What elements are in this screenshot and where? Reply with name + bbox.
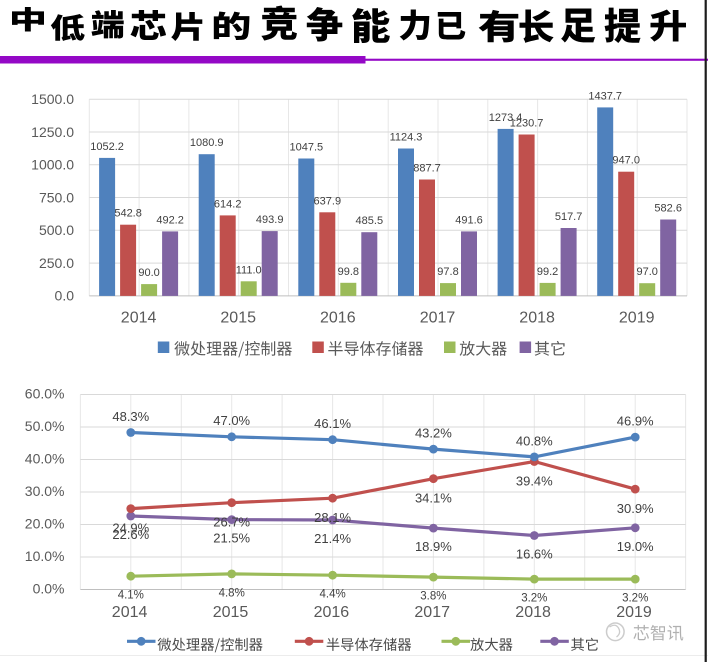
svg-text:485.5: 485.5 [356,215,384,227]
svg-text:10.0%: 10.0% [25,548,65,564]
svg-text:18.9%: 18.9% [415,539,452,554]
svg-text:3.8%: 3.8% [420,591,446,603]
svg-text:99.2: 99.2 [537,266,558,278]
svg-text:2016: 2016 [320,309,356,326]
svg-text:1080.9: 1080.9 [190,137,224,149]
svg-text:4.1%: 4.1% [118,590,144,602]
svg-text:50.0%: 50.0% [25,418,65,434]
svg-text:614.2: 614.2 [214,198,242,210]
svg-text:582.6: 582.6 [654,203,682,215]
svg-text:16.6%: 16.6% [516,547,553,562]
svg-text:99.8: 99.8 [338,266,359,278]
svg-text:492.2: 492.2 [156,214,184,226]
svg-text:0.0%: 0.0% [33,580,65,596]
svg-text:0.0: 0.0 [55,288,75,304]
svg-text:2019: 2019 [616,604,652,621]
svg-text:1500.0: 1500.0 [31,91,74,107]
svg-text:90.0: 90.0 [138,267,159,279]
svg-text:2015: 2015 [220,309,256,326]
svg-text:26.7%: 26.7% [213,515,250,530]
svg-text:1230.7: 1230.7 [510,118,544,130]
svg-text:46.1%: 46.1% [314,416,351,431]
svg-text:517.7: 517.7 [555,211,583,223]
svg-text:30.9%: 30.9% [617,501,654,516]
svg-text:1437.7: 1437.7 [588,90,622,102]
svg-text:2015: 2015 [213,604,249,621]
svg-text:40.0%: 40.0% [25,450,65,466]
svg-text:2017: 2017 [420,309,456,326]
svg-text:493.9: 493.9 [256,214,284,226]
svg-text:887.7: 887.7 [413,163,441,175]
svg-text:947.0: 947.0 [612,155,640,167]
svg-text:30.0%: 30.0% [25,483,65,499]
svg-text:1052.2: 1052.2 [90,141,124,153]
svg-text:3.2%: 3.2% [622,593,648,605]
svg-text:500.0: 500.0 [39,222,74,238]
svg-text:250.0: 250.0 [39,255,74,271]
svg-text:2017: 2017 [414,604,450,621]
svg-text:2018: 2018 [515,604,551,621]
svg-text:39.4%: 39.4% [516,474,553,489]
svg-text:20.0%: 20.0% [25,515,65,531]
svg-text:2019: 2019 [619,309,655,326]
svg-text:2016: 2016 [314,604,350,621]
svg-text:24.9%: 24.9% [112,521,149,536]
svg-text:4.8%: 4.8% [219,587,245,599]
svg-text:542.8: 542.8 [114,208,142,220]
svg-text:22.6%: 22.6% [112,527,149,542]
svg-text:2018: 2018 [519,309,555,326]
svg-text:97.8: 97.8 [437,266,458,278]
svg-text:637.9: 637.9 [314,195,342,207]
svg-text:750.0: 750.0 [39,189,74,205]
svg-text:21.4%: 21.4% [314,531,351,546]
svg-text:43.2%: 43.2% [415,426,452,441]
svg-text:2014: 2014 [121,309,157,326]
svg-text:28.1%: 28.1% [314,510,351,525]
svg-text:3.2%: 3.2% [521,593,547,605]
svg-text:491.6: 491.6 [455,214,483,226]
svg-text:97.0: 97.0 [636,266,657,278]
svg-text:19.0%: 19.0% [617,539,654,554]
svg-text:48.3%: 48.3% [112,409,149,424]
svg-text:40.8%: 40.8% [516,433,553,448]
svg-text:111.0: 111.0 [236,264,262,276]
svg-text:34.1%: 34.1% [415,491,452,506]
svg-text:47.0%: 47.0% [213,413,250,428]
svg-text:1250.0: 1250.0 [31,124,74,140]
svg-text:1273.4: 1273.4 [489,112,523,124]
svg-text:1124.3: 1124.3 [390,132,423,144]
svg-text:4.4%: 4.4% [319,589,345,601]
svg-text:46.9%: 46.9% [617,414,654,429]
svg-text:1000.0: 1000.0 [31,157,74,173]
svg-text:60.0%: 60.0% [25,385,65,401]
svg-text:2014: 2014 [112,604,148,621]
svg-text:1047.5: 1047.5 [289,142,323,154]
svg-text:21.5%: 21.5% [213,531,250,546]
